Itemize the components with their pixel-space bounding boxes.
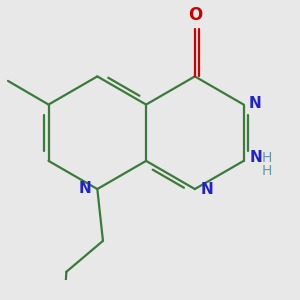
Text: N: N bbox=[250, 150, 262, 165]
Text: H: H bbox=[262, 151, 272, 165]
Text: N: N bbox=[200, 182, 213, 197]
Text: H: H bbox=[262, 164, 272, 178]
Text: N: N bbox=[78, 181, 91, 196]
Text: O: O bbox=[188, 6, 202, 24]
Text: N: N bbox=[249, 96, 262, 111]
